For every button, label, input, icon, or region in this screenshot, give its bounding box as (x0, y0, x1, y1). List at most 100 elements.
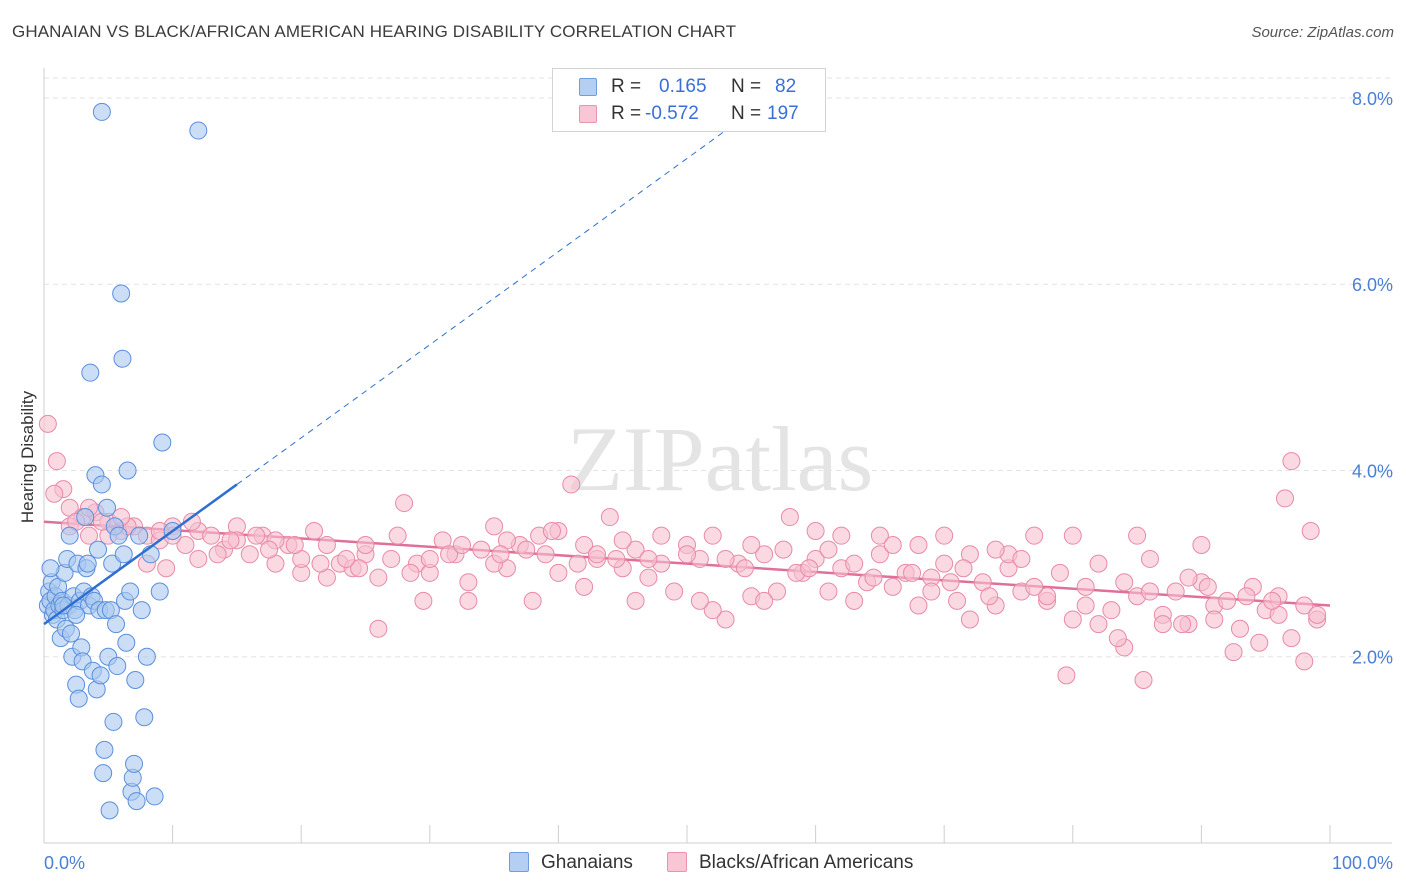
legend-r-value: 0.165 (659, 76, 707, 97)
legend-r-label: R = (611, 76, 642, 97)
data-point (369, 619, 388, 638)
data-point (247, 526, 266, 545)
black-points (38, 414, 1327, 690)
data-point (92, 475, 111, 494)
data-point (1063, 610, 1082, 629)
data-point (189, 121, 208, 140)
data-point (150, 582, 169, 601)
data-point (472, 540, 491, 559)
data-point (652, 526, 671, 545)
y-axis-label: Hearing Disability (18, 390, 37, 523)
legend-n-value: 197 (767, 103, 799, 124)
data-point (414, 591, 433, 610)
data-point (1076, 577, 1095, 596)
data-point (845, 591, 864, 610)
data-point (337, 549, 356, 568)
data-point (1108, 629, 1127, 648)
data-point (742, 535, 761, 554)
data-point (780, 508, 799, 527)
data-point (38, 414, 57, 433)
data-point (1063, 526, 1082, 545)
legend-row-ghanaians: R = 0.165 N = 82 (553, 73, 825, 101)
chart-title: GHANAIAN VS BLACK/AFRICAN AMERICAN HEARI… (12, 22, 737, 41)
data-point (562, 475, 581, 494)
data-point (395, 494, 414, 513)
data-point (613, 531, 632, 550)
data-point (523, 591, 542, 610)
data-point (587, 545, 606, 564)
bottom-legend-swatch-blue (509, 852, 529, 872)
data-point (1076, 596, 1095, 615)
data-point (62, 624, 81, 643)
data-point (1224, 643, 1243, 662)
data-point (202, 526, 221, 545)
data-point (864, 568, 883, 587)
data-point (1057, 666, 1076, 685)
data-point (568, 554, 587, 573)
data-point (1275, 489, 1294, 508)
data-point (716, 549, 735, 568)
data-point (1128, 526, 1147, 545)
data-point (870, 545, 889, 564)
data-point (626, 540, 645, 559)
data-point (369, 568, 388, 587)
data-point (1179, 568, 1198, 587)
data-point (60, 526, 79, 545)
bottom-legend-label: Ghanaians (541, 852, 633, 873)
data-point (104, 712, 123, 731)
data-point (903, 563, 922, 582)
data-point (1295, 652, 1314, 671)
data-point (690, 591, 709, 610)
data-point (100, 801, 119, 820)
data-point (189, 549, 208, 568)
data-point (452, 535, 471, 554)
data-point (401, 563, 420, 582)
data-point (703, 601, 722, 620)
data-point (1038, 587, 1057, 606)
legend-n-label: N = (731, 103, 762, 124)
data-point (1173, 615, 1192, 634)
data-point (1089, 615, 1108, 634)
data-point (126, 671, 145, 690)
data-point (76, 508, 95, 527)
data-point (285, 535, 304, 554)
data-point (176, 535, 195, 554)
legend-n-value: 82 (775, 76, 797, 97)
data-point (491, 545, 510, 564)
legend-n-label: N = (731, 76, 762, 97)
data-point (47, 452, 66, 471)
bottom-legend-swatch-pink (667, 852, 687, 872)
data-point (240, 545, 259, 564)
data-point (153, 433, 172, 452)
data-point (935, 526, 954, 545)
data-point (208, 545, 227, 564)
data-point (1025, 526, 1044, 545)
bottom-legend-label: Blacks/African Americans (699, 852, 914, 873)
y-tick-label: 6.0% (1352, 275, 1393, 295)
data-point (356, 535, 375, 554)
data-point (639, 549, 658, 568)
data-point (113, 349, 132, 368)
legend-swatch-blue (579, 78, 597, 96)
data-point (819, 582, 838, 601)
data-point (118, 461, 137, 480)
data-point (768, 582, 787, 601)
data-point (127, 792, 146, 811)
data-point (108, 657, 127, 676)
legend-r-label: R = (611, 103, 642, 124)
data-point (1263, 591, 1282, 610)
legend: R = 0.165 N = 82 R = -0.572 N = 197 (552, 68, 826, 132)
data-point (459, 591, 478, 610)
data-point (1134, 671, 1153, 690)
data-point (382, 549, 401, 568)
data-point (78, 554, 97, 573)
data-point (145, 787, 164, 806)
data-point (1050, 563, 1069, 582)
data-point (94, 764, 113, 783)
data-point (91, 666, 110, 685)
data-point (935, 554, 954, 573)
data-point (954, 559, 973, 578)
data-point (350, 559, 369, 578)
data-point (639, 568, 658, 587)
data-point (260, 540, 279, 559)
